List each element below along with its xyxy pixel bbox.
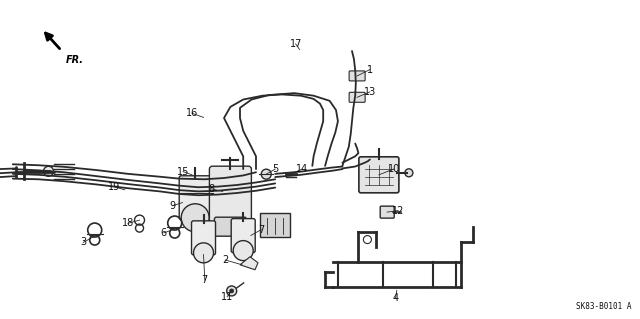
- Circle shape: [181, 204, 209, 232]
- FancyBboxPatch shape: [214, 217, 246, 236]
- Circle shape: [44, 166, 54, 176]
- FancyBboxPatch shape: [209, 166, 252, 224]
- Text: 1: 1: [367, 64, 373, 75]
- Text: 3: 3: [80, 237, 86, 248]
- Text: FR.: FR.: [65, 55, 84, 65]
- Text: 19: 19: [108, 182, 120, 192]
- FancyBboxPatch shape: [179, 176, 211, 220]
- FancyBboxPatch shape: [231, 219, 255, 253]
- Text: 12: 12: [392, 205, 404, 216]
- Circle shape: [261, 169, 271, 179]
- Text: 7: 7: [258, 225, 264, 235]
- FancyBboxPatch shape: [380, 206, 394, 218]
- Text: 4: 4: [392, 293, 399, 303]
- Circle shape: [227, 286, 237, 296]
- Circle shape: [230, 289, 234, 293]
- Circle shape: [405, 169, 413, 177]
- FancyBboxPatch shape: [359, 157, 399, 193]
- Text: 6: 6: [161, 228, 167, 238]
- Text: 5: 5: [272, 164, 278, 174]
- Circle shape: [233, 241, 253, 261]
- FancyBboxPatch shape: [349, 71, 365, 81]
- Text: 13: 13: [364, 87, 376, 97]
- FancyBboxPatch shape: [349, 92, 365, 102]
- Text: 8: 8: [208, 184, 214, 194]
- Polygon shape: [240, 257, 258, 270]
- FancyBboxPatch shape: [260, 213, 290, 237]
- FancyArrowPatch shape: [45, 33, 60, 48]
- Text: 14: 14: [296, 164, 308, 174]
- Text: 9: 9: [170, 201, 176, 211]
- FancyBboxPatch shape: [191, 221, 216, 255]
- Text: 10: 10: [387, 164, 400, 174]
- Text: 2: 2: [222, 255, 228, 265]
- Text: 7: 7: [202, 275, 208, 285]
- Text: 16: 16: [186, 108, 198, 118]
- Text: 18: 18: [122, 218, 134, 228]
- Text: 15: 15: [177, 167, 189, 177]
- Circle shape: [364, 235, 371, 244]
- Text: SK83-B0101 A: SK83-B0101 A: [577, 302, 632, 311]
- Circle shape: [193, 243, 214, 263]
- Text: 17: 17: [289, 39, 302, 49]
- Text: 11: 11: [221, 292, 234, 302]
